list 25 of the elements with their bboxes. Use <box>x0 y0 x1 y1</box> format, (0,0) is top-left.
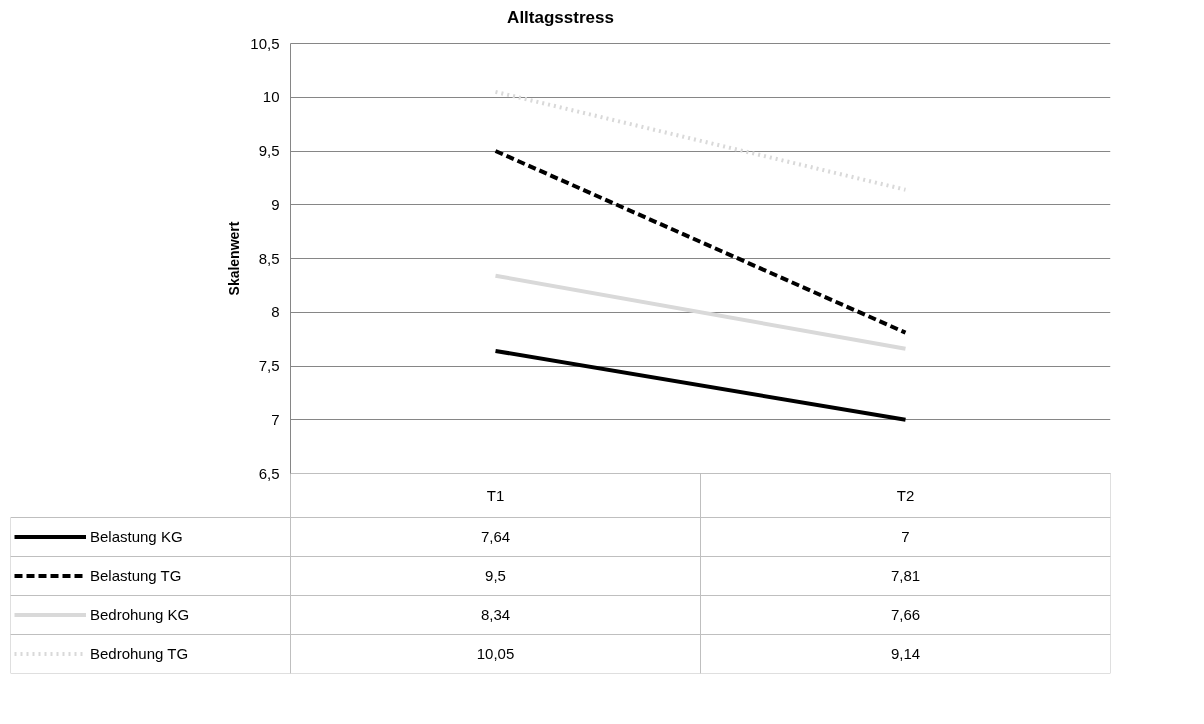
y-tick-label: 10,5 <box>250 34 280 52</box>
y-axis-title: Skalenwert <box>226 221 243 296</box>
data-label: 7,66 <box>890 606 921 623</box>
x-tick-label: T2 <box>896 487 915 504</box>
y-tick-label: 8,5 <box>258 249 280 267</box>
data-label: 7,64 <box>480 528 511 545</box>
y-tick-label: 6,5 <box>258 464 280 482</box>
y-tick-label: 10 <box>262 88 280 106</box>
data-label: 9,5 <box>485 567 506 584</box>
y-tick-label: 9 <box>271 195 280 213</box>
chart-title: Alltagsstress <box>507 7 614 27</box>
data-label: 10,05 <box>476 645 515 662</box>
legend-label: Bedrohung TG <box>90 644 189 664</box>
legend-label: Bedrohung KG <box>90 605 190 625</box>
y-tick-label: 7,5 <box>258 357 280 374</box>
legend-label: Belastung TG <box>90 566 182 586</box>
x-tick-label: T1 <box>486 487 505 504</box>
legend-label: Belastung KG <box>90 527 183 547</box>
y-tick-label: 7 <box>271 410 280 428</box>
data-label: 9,14 <box>890 645 921 662</box>
data-label: 7,81 <box>890 567 921 584</box>
y-tick-label: 9,5 <box>258 142 280 159</box>
data-label: 8,34 <box>480 606 511 623</box>
y-tick-label: 8 <box>271 303 280 321</box>
data-label: 7 <box>901 528 910 545</box>
